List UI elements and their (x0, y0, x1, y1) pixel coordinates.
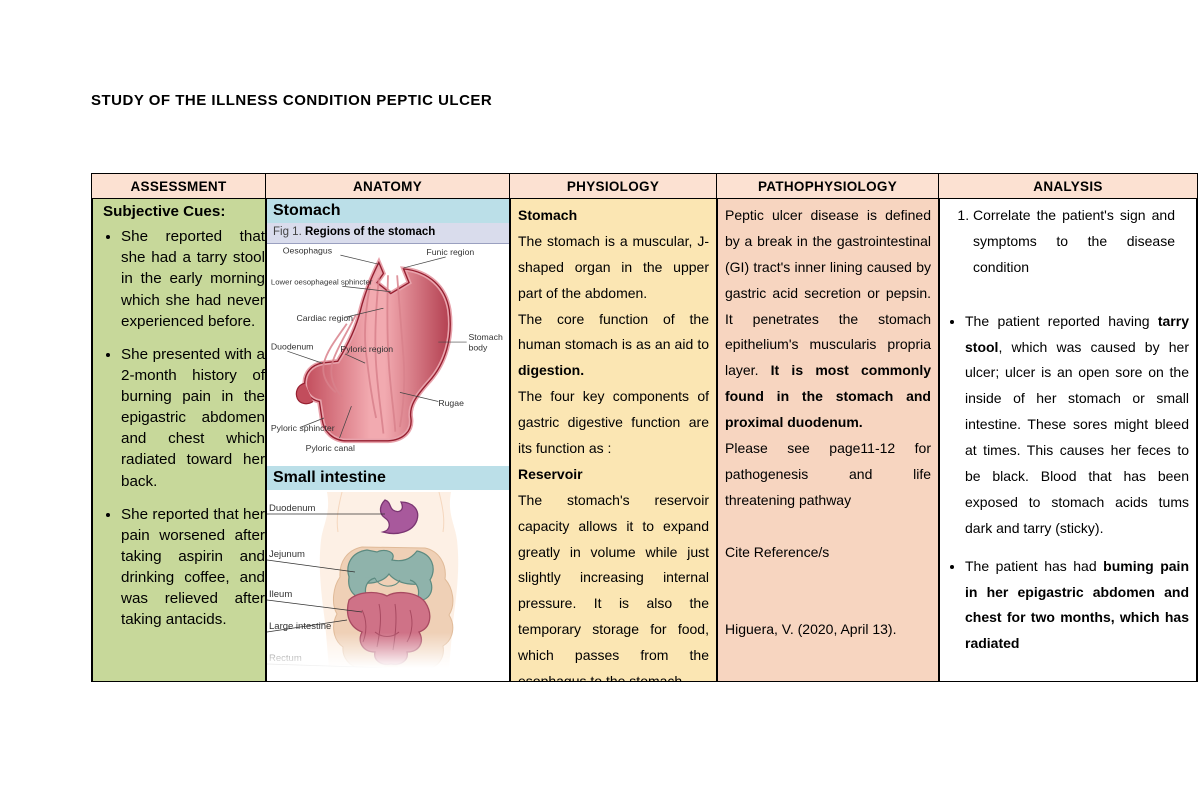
svg-text:Pyloric region: Pyloric region (340, 344, 393, 354)
svg-text:Rugae: Rugae (438, 398, 464, 408)
svg-text:Stomach: Stomach (469, 332, 503, 342)
svg-text:Pyloric sphincter: Pyloric sphincter (271, 423, 335, 433)
svg-text:Cardiac region: Cardiac region (297, 313, 354, 323)
svg-text:body: body (469, 342, 488, 352)
svg-text:Oesophagus: Oesophagus (283, 246, 333, 255)
svg-text:Funic region: Funic region (426, 247, 474, 257)
svg-text:Duodenum: Duodenum (271, 341, 314, 351)
svg-text:Lower oesophageal sphincter: Lower oesophageal sphincter (271, 277, 373, 286)
svg-text:Pyloric canal: Pyloric canal (306, 443, 355, 453)
